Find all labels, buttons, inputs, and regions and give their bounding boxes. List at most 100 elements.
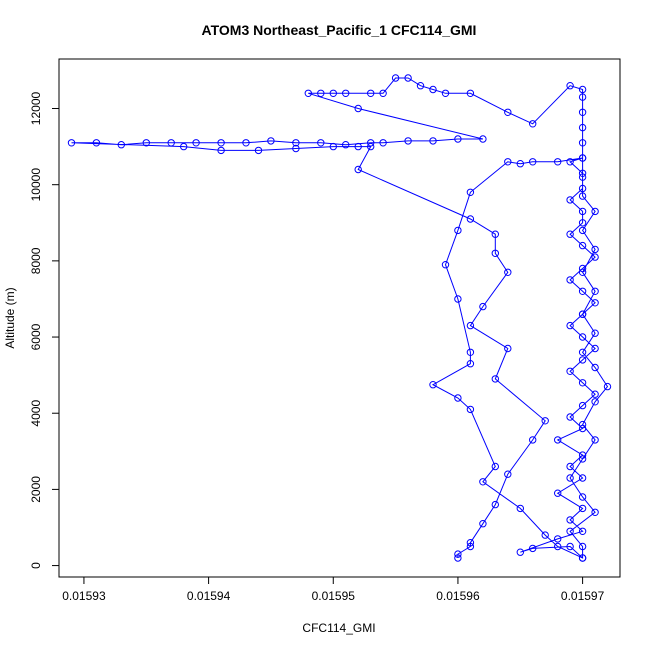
data-point [578, 207, 587, 216]
data-point [578, 401, 587, 410]
data-point [479, 520, 487, 528]
data-point [578, 348, 587, 356]
data-point [516, 548, 524, 556]
data-point [454, 226, 462, 235]
data-point [529, 436, 537, 444]
data-point [504, 158, 512, 166]
data-point [554, 436, 562, 444]
data-point [578, 268, 587, 276]
data-point [317, 89, 325, 98]
data-point [466, 405, 475, 414]
data-point [416, 82, 425, 90]
data-point [466, 360, 475, 368]
data-point [529, 158, 537, 166]
data-point [541, 531, 549, 539]
data-point [354, 165, 362, 174]
data-point [479, 478, 487, 486]
data-point [379, 139, 387, 147]
data-point [242, 139, 250, 147]
data-point [566, 158, 574, 166]
data-point [491, 230, 499, 238]
data-point [354, 142, 362, 151]
x-axis-label: CFC114_GMI [302, 621, 375, 635]
data-point [566, 542, 574, 551]
data-point [491, 249, 499, 258]
data-point [367, 139, 375, 147]
y-axis-label: Altitude (m) [3, 287, 17, 348]
x-tick-label: 0.01596 [436, 589, 480, 603]
data-point [367, 142, 375, 151]
data-point [466, 321, 475, 330]
data-point [504, 268, 512, 276]
data-point [267, 137, 275, 145]
data-point [578, 154, 587, 162]
data-point [192, 139, 200, 147]
data-point [454, 554, 462, 562]
data-point [578, 542, 587, 551]
data-point [466, 542, 475, 551]
data-point [578, 420, 587, 429]
data-point [578, 241, 587, 250]
y-axis: 0 2000 4000 6000 8000 10000 12000 [29, 92, 60, 569]
data-point [379, 89, 387, 98]
data-point [479, 135, 487, 143]
data-point [578, 93, 587, 101]
data-point [491, 500, 499, 509]
data-point [117, 141, 126, 149]
data-point [441, 89, 450, 98]
data-point [367, 89, 375, 98]
data-point [578, 504, 587, 513]
data-point [454, 295, 462, 303]
data-point [578, 333, 587, 341]
data-point [591, 299, 599, 307]
data-point [578, 169, 587, 178]
data-point [541, 417, 549, 425]
data-point [92, 139, 101, 147]
data-point [591, 508, 599, 516]
data-point [466, 539, 475, 547]
data-point [578, 123, 587, 132]
x-tick-label: 0.01593 [62, 589, 106, 603]
data-point [479, 302, 487, 311]
data-point [566, 82, 574, 90]
plot-frame [58, 58, 621, 578]
series-layer [67, 74, 612, 562]
data-point [466, 215, 475, 223]
data-point [454, 550, 462, 558]
data-point [578, 287, 587, 295]
x-axis: 0.01593 0.01594 0.01595 0.01596 0.01597 [62, 576, 605, 603]
data-point [491, 375, 499, 383]
y-tick-label: 2000 [29, 476, 43, 503]
data-point [167, 139, 175, 147]
data-point [292, 139, 300, 147]
data-point [429, 137, 437, 145]
data-point [566, 230, 574, 238]
chart-title: ATOM3 Northeast_Pacific_1 CFC114_GMI [202, 22, 477, 38]
data-point [554, 489, 562, 497]
data-point [217, 139, 225, 147]
data-point [554, 542, 562, 551]
data-point [217, 146, 225, 155]
data-point [554, 158, 562, 166]
data-point [466, 89, 475, 98]
data-point [578, 527, 587, 535]
data-point [516, 504, 524, 513]
data-point [578, 493, 587, 501]
data-point [566, 474, 574, 482]
data-point [591, 287, 599, 295]
data-point [441, 261, 450, 269]
data-point [566, 516, 574, 524]
y-tick-label: 12000 [29, 92, 43, 126]
data-point [566, 527, 574, 535]
data-point [504, 470, 512, 478]
data-point [591, 207, 599, 216]
data-point [516, 160, 524, 168]
y-tick-label: 8000 [29, 247, 43, 274]
data-point [578, 219, 587, 227]
data-point [391, 74, 400, 82]
data-point [504, 108, 512, 117]
data-point [591, 245, 599, 254]
data-point [317, 139, 325, 147]
data-point [578, 139, 587, 147]
